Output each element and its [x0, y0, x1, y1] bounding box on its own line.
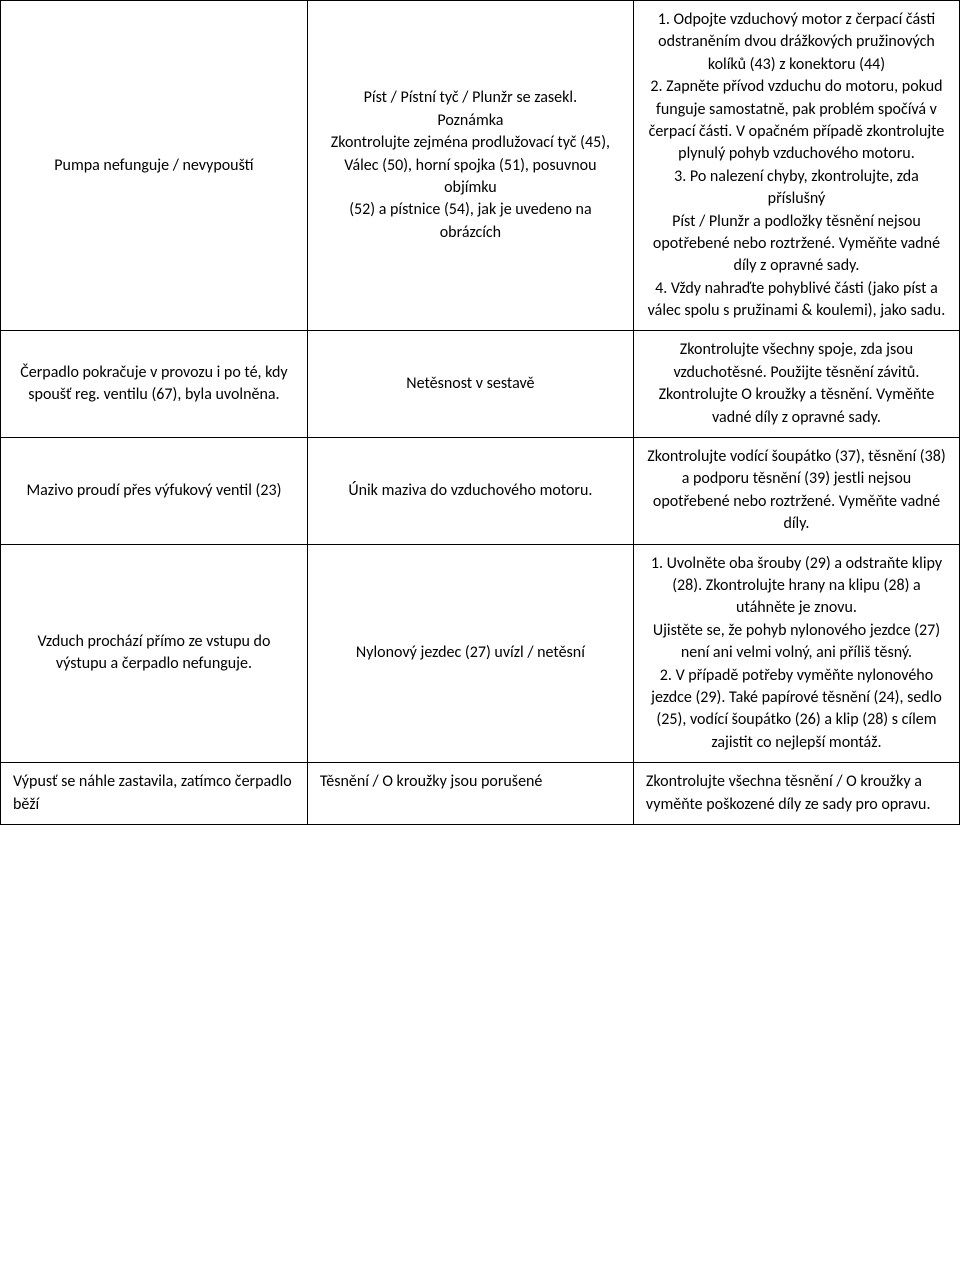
table-row: Čerpadlo pokračuje v provozu i po té, kd… [1, 331, 960, 438]
cause-cell: Únik maziva do vzduchového motoru. [307, 438, 633, 545]
remedy-cell: 1. Odpojte vzduchový motor z čerpací čás… [633, 1, 959, 331]
problem-cell: Mazivo proudí přes výfukový ventil (23) [1, 438, 308, 545]
remedy-cell: 1. Uvolněte oba šrouby (29) a odstraňte … [633, 544, 959, 763]
table-row: Vzduch prochází přímo ze vstupu do výstu… [1, 544, 960, 763]
remedy-cell: Zkontrolujte všechna těsnění / O kroužky… [633, 763, 959, 825]
remedy-cell: Zkontrolujte vodící šoupátko (37), těsně… [633, 438, 959, 545]
table-row: Mazivo proudí přes výfukový ventil (23) … [1, 438, 960, 545]
cause-cell: Těsnění / O kroužky jsou porušené [307, 763, 633, 825]
problem-cell: Vzduch prochází přímo ze vstupu do výstu… [1, 544, 308, 763]
problem-cell: Výpusť se náhle zastavila, zatímco čerpa… [1, 763, 308, 825]
remedy-cell: Zkontrolujte všechny spoje, zda jsou vzd… [633, 331, 959, 438]
table-row: Výpusť se náhle zastavila, zatímco čerpa… [1, 763, 960, 825]
cause-cell: Píst / Pístní tyč / Plunžr se zasekl.Poz… [307, 1, 633, 331]
cause-cell: Netěsnost v sestavě [307, 331, 633, 438]
troubleshooting-table: Pumpa nefunguje / nevypouští Píst / Píst… [0, 0, 960, 825]
problem-cell: Pumpa nefunguje / nevypouští [1, 1, 308, 331]
cause-cell: Nylonový jezdec (27) uvízl / netěsní [307, 544, 633, 763]
problem-cell: Čerpadlo pokračuje v provozu i po té, kd… [1, 331, 308, 438]
table-row: Pumpa nefunguje / nevypouští Píst / Píst… [1, 1, 960, 331]
